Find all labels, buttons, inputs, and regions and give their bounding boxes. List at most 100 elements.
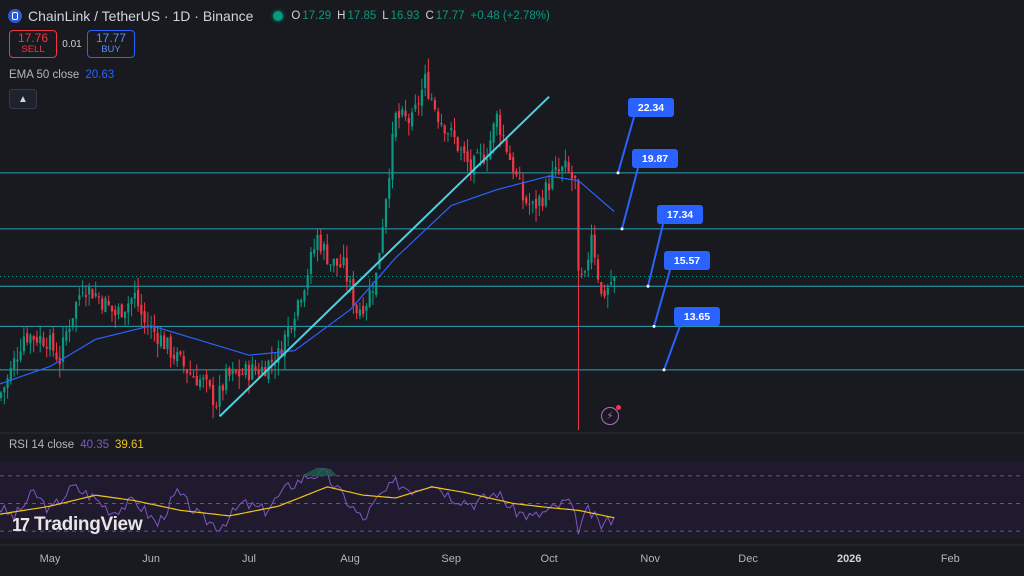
candle-body <box>492 123 495 143</box>
candle-body <box>254 366 257 371</box>
candle-body <box>443 125 446 134</box>
candle-body <box>107 301 110 306</box>
candle-body <box>241 373 244 375</box>
candle-body <box>316 234 319 250</box>
callout-anchor-3 <box>652 324 656 328</box>
candle-body <box>192 376 195 378</box>
candle-body <box>593 234 596 258</box>
candle-body <box>303 290 306 302</box>
candle-body <box>394 112 397 137</box>
candle-body <box>309 251 313 274</box>
x-tick-label: Aug <box>340 553 360 565</box>
candle-body <box>71 318 74 326</box>
candle-body <box>212 384 215 406</box>
candle-body <box>570 171 574 179</box>
spread-value: 0.01 <box>62 38 82 50</box>
candle-body <box>22 336 26 352</box>
candle-body <box>600 282 603 294</box>
callout-22-34[interactable]: 22.34 <box>628 98 674 117</box>
candle-body <box>381 226 384 253</box>
candle-body <box>150 325 153 329</box>
rsi-legend[interactable]: RSI 14 close 40.35 39.61 <box>9 439 144 451</box>
candle-body <box>39 335 42 344</box>
candle-body <box>189 372 192 375</box>
candle-body <box>486 158 489 161</box>
candle-body <box>355 304 358 313</box>
candle-body <box>495 113 498 128</box>
candle-body <box>505 138 508 152</box>
candle-body <box>130 298 133 305</box>
rsi-title: RSI 14 close <box>9 439 75 451</box>
candle-body <box>313 249 316 254</box>
callout-pointer-2 <box>647 223 664 287</box>
candle-body <box>208 380 211 387</box>
candle-body <box>606 287 609 295</box>
candle-body <box>401 109 404 116</box>
candle-body <box>136 289 140 307</box>
candle-body <box>42 337 45 347</box>
candle-body <box>159 335 163 347</box>
candle-body <box>114 309 117 316</box>
callout-15-57[interactable]: 15.57 <box>664 251 710 270</box>
candle-body <box>459 148 463 150</box>
low-label: L <box>382 10 389 22</box>
candle-body <box>182 356 185 367</box>
candle-body <box>564 160 567 168</box>
ema-value: 20.63 <box>85 69 115 81</box>
candle-body <box>420 89 423 106</box>
candle-body <box>466 151 469 162</box>
trade-panel: 17.76 SELL 0.01 17.77 BUY <box>9 30 135 58</box>
candle-body <box>345 258 348 282</box>
candle-body <box>580 273 583 275</box>
candle-body <box>541 197 544 207</box>
buy-button[interactable]: 17.77 BUY <box>87 30 135 58</box>
candle-body <box>554 167 557 171</box>
candle-body <box>45 346 48 349</box>
ema-legend[interactable]: EMA 50 close 20.63 <box>9 69 114 81</box>
candle-body <box>587 259 590 271</box>
callout-13-65[interactable]: 13.65 <box>674 307 720 326</box>
candle-body <box>358 309 361 316</box>
collapse-legend-button[interactable]: ▲ <box>9 89 37 109</box>
candle-body <box>479 152 482 154</box>
x-tick-label: Jul <box>241 553 256 565</box>
candle-body <box>300 300 303 303</box>
tradingview-logo-icon: 17 <box>12 514 30 535</box>
candle-body <box>433 100 437 110</box>
callout-pointer-0 <box>617 116 635 174</box>
candle-body <box>94 293 97 297</box>
callout-pointer-4 <box>663 325 681 371</box>
candle-body <box>29 335 32 344</box>
candle-body <box>528 203 531 205</box>
symbol-title[interactable]: ChainLink / TetherUS · 1D · Binance <box>28 8 254 24</box>
candle-body <box>290 327 293 329</box>
candle-body <box>391 133 394 180</box>
rsi-ma-line <box>0 486 615 519</box>
candle-body <box>388 178 391 199</box>
sell-button[interactable]: 17.76 SELL <box>9 30 57 58</box>
callout-pointer-1 <box>621 167 639 230</box>
flash-icon[interactable]: ⚡ <box>601 405 621 425</box>
ema-title: EMA 50 close <box>9 69 80 81</box>
candle-body <box>446 133 450 135</box>
candle-body <box>437 111 440 122</box>
candle-body <box>277 348 280 363</box>
candle-body <box>91 289 94 299</box>
candle-body <box>371 291 375 294</box>
candle-body <box>52 332 55 351</box>
callout-19-87[interactable]: 19.87 <box>632 149 678 168</box>
candle-body <box>342 257 345 266</box>
candle-body <box>499 114 502 136</box>
candle-body <box>117 306 120 315</box>
chainlink-icon <box>8 9 22 23</box>
callout-17-34[interactable]: 17.34 <box>657 205 703 224</box>
rsi-overbought-fill <box>301 467 338 476</box>
chevron-up-icon: ▲ <box>18 93 28 105</box>
high-value: 17.85 <box>347 10 377 22</box>
candle-body <box>270 359 273 362</box>
candle-body <box>515 171 518 176</box>
candle-body <box>88 286 91 295</box>
candle-body <box>502 134 505 137</box>
candle-body <box>68 328 71 333</box>
